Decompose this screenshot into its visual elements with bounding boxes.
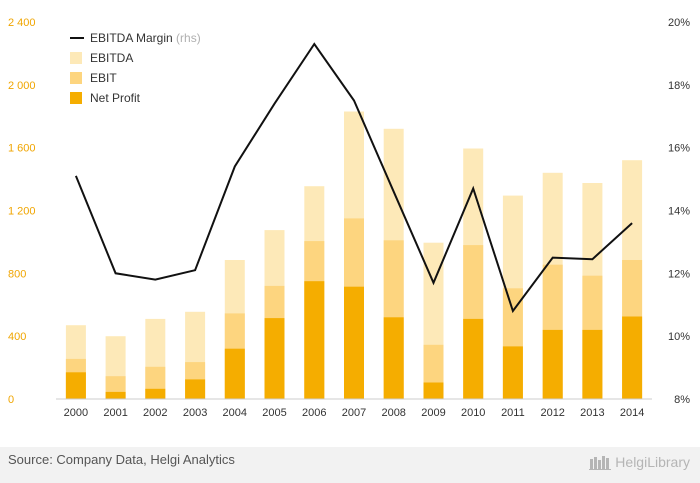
- x-axis-ticks: 2000 2001 2002 2003 2004 2005 2006 2007 2008 2009…: [64, 407, 645, 419]
- x-tick-label: 2013: [580, 407, 604, 419]
- bar-net-profit-2008: [383, 317, 404, 399]
- legend: EBITDA Margin (rhs) EBITDA EBIT Net Profit: [70, 31, 201, 105]
- bar-net-profit-2010: [463, 318, 484, 399]
- x-tick-label: 2000: [64, 407, 88, 419]
- x-tick-label: 2011: [501, 407, 525, 419]
- x-tick-label: 2009: [421, 407, 445, 419]
- bar-net-profit-2007: [344, 286, 364, 399]
- legend-swatch-ebit: [70, 72, 82, 84]
- bar-net-profit-2013: [582, 329, 603, 399]
- bar-net-profit-2003: [185, 379, 206, 399]
- x-tick-label: 2003: [183, 407, 207, 419]
- chart: 0 400 800 1 200 1 600 2 000 2 400 8% 10% 12% 14% 1…: [8, 17, 690, 419]
- legend-label-net-profit: Net Profit: [90, 91, 141, 105]
- x-tick-label: 2014: [620, 407, 644, 419]
- left-tick-label: 1 200: [8, 206, 36, 218]
- legend-swatch-ebitda: [70, 52, 82, 64]
- right-tick-label: 12%: [668, 268, 690, 280]
- x-tick-label: 2004: [223, 407, 247, 419]
- bar-net-profit-2006: [304, 281, 325, 399]
- left-tick-label: 0: [8, 394, 14, 406]
- right-tick-label: 16%: [668, 143, 690, 155]
- x-tick-label: 2010: [461, 407, 485, 419]
- x-tick-label: 2012: [540, 407, 564, 419]
- bar-net-profit-2012: [542, 329, 563, 399]
- right-tick-label: 20%: [668, 17, 690, 29]
- left-tick-label: 2 000: [8, 80, 36, 92]
- legend-label-ebit: EBIT: [90, 71, 117, 85]
- bar-net-profit-2004: [224, 348, 245, 399]
- right-tick-label: 10%: [668, 331, 690, 343]
- left-tick-label: 2 400: [8, 17, 36, 29]
- brand-name: HelgiLibrary: [615, 454, 690, 470]
- left-axis-ticks: 0 400 800 1 200 1 600 2 000 2 400: [8, 17, 36, 406]
- bar-net-profit-2000: [65, 372, 86, 399]
- right-tick-label: 14%: [668, 206, 690, 218]
- x-tick-label: 2005: [262, 407, 286, 419]
- library-logo-icon: [589, 456, 612, 470]
- legend-label-ebitda-margin: EBITDA Margin (rhs): [90, 31, 201, 45]
- ebitda-margin-line: [74, 42, 633, 314]
- left-tick-label: 800: [8, 268, 26, 280]
- legend-swatch-net-profit: [70, 92, 82, 104]
- right-axis-ticks: 8% 10% 12% 14% 16% 18% 20%: [668, 17, 690, 406]
- x-tick-label: 2001: [103, 407, 127, 419]
- x-tick-label: 2007: [342, 407, 366, 419]
- x-tick-label: 2008: [381, 407, 405, 419]
- bar-net-profit-2011: [502, 346, 523, 399]
- left-tick-label: 1 600: [8, 143, 36, 155]
- legend-label-suffix: (rhs): [173, 31, 201, 45]
- bar-net-profit-2005: [264, 318, 285, 399]
- bars-layer: [65, 111, 643, 400]
- footer: Source: Company Data, Helgi Analytics He…: [0, 447, 700, 483]
- bar-net-profit-2009: [423, 382, 444, 399]
- brand: HelgiLibrary: [589, 451, 690, 473]
- source-note: Source: Company Data, Helgi Analytics: [8, 452, 235, 467]
- left-tick-label: 400: [8, 331, 26, 343]
- legend-label-ebitda: EBITDA: [90, 51, 133, 65]
- bar-net-profit-2014: [622, 316, 643, 399]
- right-tick-label: 8%: [674, 394, 690, 406]
- right-tick-label: 18%: [668, 80, 690, 92]
- bar-net-profit-2001: [105, 391, 126, 399]
- x-tick-label: 2002: [143, 407, 167, 419]
- x-tick-label: 2006: [302, 407, 326, 419]
- bar-net-profit-2002: [145, 388, 166, 399]
